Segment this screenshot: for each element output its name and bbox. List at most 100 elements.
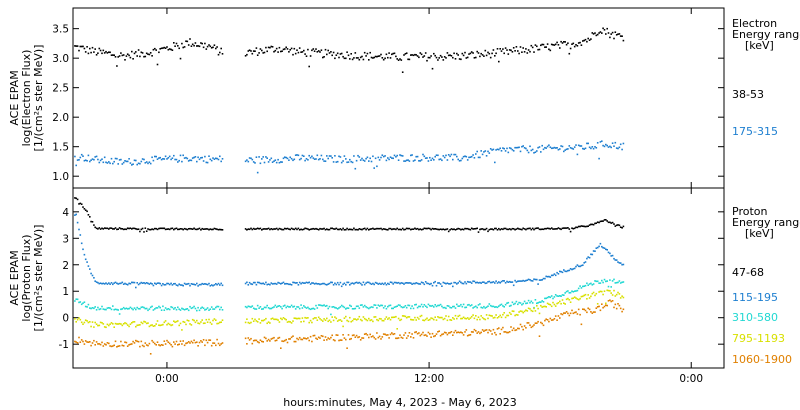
data-point (250, 306, 252, 308)
data-point (261, 308, 263, 310)
data-point (487, 331, 489, 334)
data-point (197, 322, 199, 324)
data-point (461, 305, 464, 308)
data-point (76, 159, 79, 161)
data-point (163, 340, 166, 342)
data-point (550, 274, 553, 277)
data-point (460, 58, 462, 61)
data-point (422, 331, 424, 334)
data-point (452, 317, 454, 319)
data-point (126, 283, 129, 286)
data-point (179, 57, 182, 60)
data-point (492, 49, 495, 51)
data-point (412, 337, 415, 339)
data-point (366, 281, 369, 284)
data-point (609, 221, 611, 224)
data-point (378, 305, 381, 307)
data-point (573, 146, 576, 148)
data-point (308, 339, 310, 342)
data-point (216, 157, 218, 160)
data-point (298, 281, 301, 284)
data-point (607, 221, 610, 224)
data-point (483, 330, 485, 332)
data-point (380, 156, 382, 159)
data-point (324, 336, 327, 338)
data-point (606, 304, 608, 307)
data-point (94, 280, 96, 282)
data-point (470, 315, 473, 318)
data-point (247, 160, 250, 163)
data-point (353, 318, 355, 320)
data-point (312, 307, 315, 310)
data-point (456, 52, 458, 55)
data-point (177, 284, 179, 287)
data-point (587, 307, 589, 310)
data-point (313, 308, 316, 310)
data-point (388, 304, 390, 307)
data-point (275, 47, 278, 50)
data-point (403, 228, 405, 231)
data-point (393, 306, 396, 308)
data-point (515, 300, 518, 303)
data-point (308, 154, 310, 157)
data-point (297, 338, 300, 341)
data-point (275, 283, 278, 285)
data-point (300, 157, 302, 160)
data-point (434, 155, 436, 158)
data-point (282, 305, 285, 307)
y-axis-label-line: [1/(cm²s ster MeV)] (32, 45, 45, 152)
data-point (280, 317, 282, 320)
data-point (435, 333, 438, 335)
data-point (545, 275, 547, 278)
data-point (546, 302, 549, 305)
data-point (328, 282, 331, 285)
data-point (494, 282, 496, 284)
data-point (553, 273, 556, 275)
y-tick-label: 0 (62, 313, 69, 325)
data-point (141, 306, 144, 308)
data-point (303, 49, 305, 52)
data-point (78, 301, 80, 304)
data-point (251, 317, 254, 320)
data-point (338, 283, 340, 286)
data-point (613, 145, 615, 147)
data-point (580, 323, 583, 326)
data-point (178, 47, 180, 50)
data-point (294, 282, 297, 284)
data-point (488, 314, 491, 317)
data-point (466, 317, 469, 319)
data-point (353, 283, 355, 285)
data-point (477, 282, 480, 284)
data-point (124, 282, 126, 285)
data-point (404, 332, 407, 334)
data-point (527, 299, 530, 302)
data-point (212, 46, 214, 49)
data-point (556, 295, 558, 297)
data-point (95, 323, 98, 325)
data-point (155, 283, 157, 285)
data-point (358, 228, 361, 230)
data-point (319, 227, 321, 230)
data-point (368, 160, 370, 162)
data-point (265, 46, 267, 49)
data-point (358, 156, 361, 158)
data-point (545, 227, 547, 230)
data-point (181, 343, 183, 345)
data-point (564, 312, 566, 314)
data-point (369, 306, 371, 309)
data-point (472, 154, 474, 156)
data-point (399, 228, 401, 231)
data-point (533, 324, 535, 326)
data-point (549, 276, 552, 278)
data-point (511, 301, 514, 304)
data-point (380, 227, 382, 230)
data-point (345, 315, 347, 318)
data-point (162, 283, 164, 285)
data-point (353, 334, 355, 336)
data-point (303, 337, 305, 339)
data-point (346, 347, 348, 349)
data-point (194, 156, 197, 158)
data-point (182, 340, 184, 342)
data-point (458, 228, 461, 230)
data-point (449, 54, 451, 56)
